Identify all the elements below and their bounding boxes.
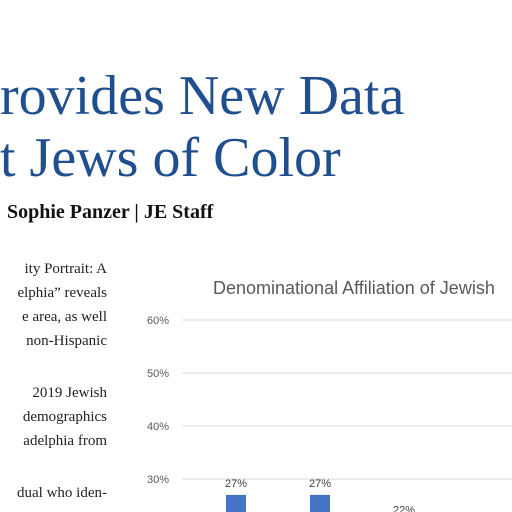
body-line: demographics bbox=[22, 409, 107, 425]
affiliation-chart: Denominational Affiliation of Jewish 60% 5… bbox=[140, 270, 512, 512]
chart-svg: Denominational Affiliation of Jewish 60% 5… bbox=[147, 278, 512, 512]
chart-title: Denominational Affiliation of Jewish bbox=[213, 278, 495, 298]
body-line: ity Portrait: A bbox=[24, 261, 108, 277]
y-tick-label: 40% bbox=[147, 421, 169, 433]
bar bbox=[310, 494, 330, 512]
body-line: dual who iden- bbox=[17, 485, 107, 501]
y-tick-label: 30% bbox=[147, 474, 169, 486]
body-line: 2019 Jewish bbox=[32, 385, 107, 401]
bar-data-label: 22% bbox=[393, 504, 415, 512]
y-tick-label: 50% bbox=[147, 368, 169, 380]
bar bbox=[226, 494, 246, 512]
body-line: e area, as well bbox=[22, 309, 107, 325]
body-line: elphia” reveals bbox=[17, 285, 107, 301]
headline-line-2: t Jews of Color bbox=[0, 127, 341, 189]
bar-data-label: 27% bbox=[225, 478, 247, 490]
byline: Sophie Panzer | JE Staff bbox=[7, 201, 214, 223]
bar-data-label: 27% bbox=[309, 478, 331, 490]
body-line: non-Hispanic bbox=[26, 333, 107, 349]
headline-line-1: rovides New Data bbox=[0, 65, 405, 127]
body-line: adelphia from bbox=[23, 433, 107, 449]
y-tick-label: 60% bbox=[147, 315, 169, 327]
